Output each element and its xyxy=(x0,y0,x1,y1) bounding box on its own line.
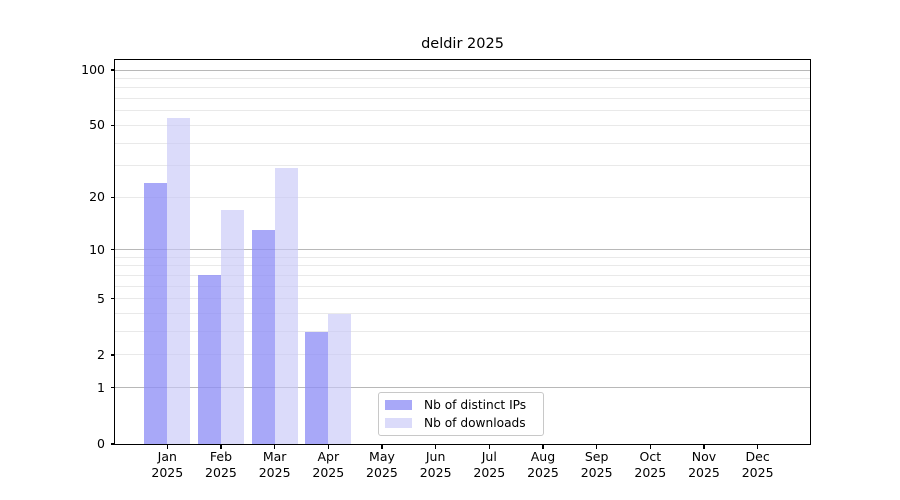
gridline-minor xyxy=(115,285,810,287)
y-tick-label: 50 xyxy=(89,117,105,133)
x-tick xyxy=(273,444,276,449)
y-tick-label: 100 xyxy=(81,62,105,77)
y-tick xyxy=(110,298,115,300)
legend: Nb of distinct IPs Nb of downloads xyxy=(378,392,544,436)
gridline-minor xyxy=(115,298,810,300)
x-tick xyxy=(756,444,759,449)
legend-label-distinct-ips: Nb of distinct IPs xyxy=(424,398,527,412)
legend-label-downloads: Nb of downloads xyxy=(424,416,526,430)
y-tick xyxy=(110,387,115,389)
gridline-minor xyxy=(115,354,810,356)
legend-swatch-downloads xyxy=(385,417,412,429)
x-tick xyxy=(220,444,222,449)
legend-item-downloads: Nb of downloads xyxy=(385,415,543,431)
bar-downloads-mar xyxy=(274,168,298,444)
bar-downloads-feb xyxy=(220,209,244,444)
x-tick-label: Aug 2025 xyxy=(527,449,559,480)
x-tick-label: Feb 2025 xyxy=(205,449,237,480)
y-tick-label: 1 xyxy=(97,379,105,395)
legend-item-distinct-ips: Nb of distinct IPs xyxy=(385,397,543,413)
y-tick xyxy=(110,196,115,198)
bar-ips-apr xyxy=(305,331,329,444)
bar-ips-jan xyxy=(144,183,168,444)
x-tick xyxy=(327,444,329,449)
bar-ips-feb xyxy=(197,275,221,444)
x-tick-label: May 2025 xyxy=(366,449,398,480)
x-tick-label: Jul 2025 xyxy=(473,449,506,480)
gridline-minor xyxy=(115,124,810,126)
gridline-minor xyxy=(115,265,810,267)
gridline-minor xyxy=(115,87,810,89)
y-tick-label: 10 xyxy=(89,241,105,257)
x-tick-label: Dec 2025 xyxy=(741,449,774,480)
gridline-minor xyxy=(115,110,810,112)
x-tick-label: Jun 2025 xyxy=(419,449,452,480)
chart-title: deldir 2025 xyxy=(421,36,504,52)
y-tick xyxy=(110,69,115,71)
y-tick-label: 5 xyxy=(97,290,105,306)
y-tick xyxy=(110,443,115,445)
y-tick xyxy=(110,354,115,356)
gridline-minor xyxy=(115,165,810,167)
gridline-minor xyxy=(115,196,810,198)
x-tick-label: Oct 2025 xyxy=(634,449,667,480)
x-tick xyxy=(649,444,651,449)
x-tick xyxy=(703,444,705,449)
gridline-major xyxy=(115,387,810,389)
x-tick xyxy=(166,444,168,449)
x-tick-label: Apr 2025 xyxy=(312,449,345,480)
x-tick xyxy=(381,444,383,449)
gridline-minor xyxy=(115,256,810,258)
gridline-minor xyxy=(115,331,810,333)
bar-downloads-apr xyxy=(328,313,352,444)
plot-area xyxy=(115,60,810,444)
legend-swatch-distinct-ips xyxy=(385,399,412,411)
bar-downloads-jan xyxy=(167,117,191,444)
gridline-minor xyxy=(115,77,810,79)
bar-ips-mar xyxy=(251,230,275,444)
y-tick-label: 2 xyxy=(97,346,105,362)
x-tick xyxy=(488,444,490,449)
gridline-minor xyxy=(115,142,810,144)
y-tick-label: 20 xyxy=(89,189,105,205)
gridline-minor xyxy=(115,313,810,315)
x-tick xyxy=(434,444,437,449)
y-tick xyxy=(110,124,115,127)
gridline-minor xyxy=(115,98,810,100)
y-tick xyxy=(110,249,115,251)
gridline-minor xyxy=(115,274,810,276)
x-tick xyxy=(542,444,544,449)
x-tick-label: Mar 2025 xyxy=(258,449,291,480)
y-tick-label: 0 xyxy=(97,436,105,451)
x-tick-label: Jan 2025 xyxy=(151,449,184,480)
x-tick-label: Sep 2025 xyxy=(580,449,613,480)
gridline-major xyxy=(115,249,810,251)
x-tick-label: Nov 2025 xyxy=(688,449,720,480)
gridline-major xyxy=(115,69,810,71)
x-tick xyxy=(595,444,598,449)
